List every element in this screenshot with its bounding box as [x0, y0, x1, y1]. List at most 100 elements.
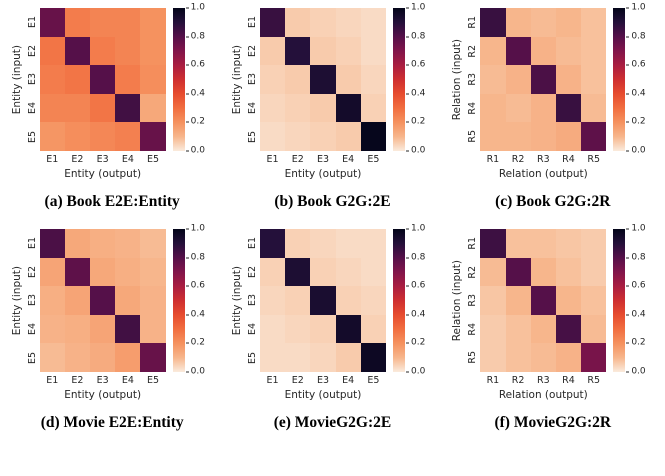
- y-tick-label: E5: [246, 130, 258, 143]
- heatmap-cell: [555, 36, 582, 66]
- colorbar-tick-mark: [405, 342, 409, 344]
- heatmap-cell: [140, 93, 166, 123]
- colorbar-tick-mark: [185, 371, 189, 373]
- colorbar: [172, 8, 185, 151]
- colorbar-tick-label: 1.0: [631, 2, 646, 13]
- colorbar-tick-mark: [626, 93, 630, 95]
- colorbar-tick: 0.2: [405, 338, 425, 348]
- heatmap-cell: [555, 122, 582, 151]
- colorbar-tick-mark: [626, 285, 630, 287]
- heatmap-cell: [581, 93, 607, 123]
- heatmap-cell: [285, 93, 311, 123]
- heatmap-cell: [285, 229, 311, 258]
- colorbar: [392, 229, 405, 372]
- x-tick-label: R1: [486, 375, 500, 386]
- colorbar-tick: 0.0: [626, 145, 646, 156]
- heatmap: [259, 8, 386, 151]
- y-tick-label: E3: [246, 73, 258, 86]
- colorbar-tick-mark: [405, 285, 409, 287]
- colorbar-tick-mark: [626, 342, 630, 344]
- heatmap-panel: Relation (input) R1 R2 R3 R4 R5 1.0 0.8 0.6 0.4…: [443, 224, 663, 432]
- heatmap-cell: [360, 257, 386, 287]
- heatmap-cell: [90, 286, 116, 315]
- y-axis-label: Entity (input): [9, 229, 25, 372]
- y-tick-label: E2: [26, 44, 38, 57]
- colorbar-tick: 1.0: [405, 224, 425, 234]
- colorbar-tick-labels: 1.0 0.8 0.6 0.4 0.2 0.0: [405, 224, 436, 376]
- x-tick-label: R3: [536, 375, 550, 386]
- heatmap-cell: [335, 229, 361, 258]
- heatmap-cell: [90, 65, 116, 94]
- heatmap-cell: [90, 122, 116, 151]
- y-tick-label: E3: [246, 294, 258, 307]
- x-tick-label: E2: [71, 375, 84, 386]
- y-tick-label: E3: [26, 73, 38, 86]
- heatmap-cell: [360, 343, 386, 372]
- colorbar-tick: 1.0: [405, 3, 425, 13]
- y-axis-label-text: Entity (input): [10, 44, 23, 115]
- panel-caption: (e) MovieG2G:2E: [273, 414, 392, 431]
- heatmap-cell: [360, 229, 386, 258]
- x-tick-label: E3: [96, 154, 109, 165]
- heatmap-cell: [505, 343, 531, 372]
- colorbar: [172, 229, 185, 372]
- heatmap-cell: [140, 65, 166, 94]
- panel-caption: (b) Book G2G:2E: [274, 193, 391, 210]
- heatmap-cell: [115, 93, 141, 123]
- colorbar-tick: 0.4: [185, 89, 205, 98]
- heatmap-cell: [335, 65, 361, 94]
- colorbar-tick: 0.2: [405, 117, 425, 127]
- heatmap-cell: [90, 314, 116, 344]
- heatmap: [480, 8, 607, 151]
- colorbar: [392, 8, 405, 151]
- heatmap-cell: [555, 229, 582, 258]
- heatmap-cell: [360, 65, 386, 94]
- colorbar-tick-label: 0.6: [631, 280, 646, 291]
- heatmap-cell: [505, 36, 531, 66]
- colorbar-wrap: [166, 8, 186, 151]
- colorbar-tick: 0.0: [405, 367, 425, 377]
- x-axis-label: Entity (output): [284, 389, 362, 401]
- heatmap-cell: [310, 343, 336, 372]
- y-tick-labels: E1 E2 E3 E4 E5: [25, 8, 40, 151]
- colorbar-tick-label: 0.4: [190, 309, 205, 320]
- heatmap-cell: [115, 314, 141, 344]
- y-tick-labels: E1 E2 E3 E4 E5: [25, 229, 40, 372]
- x-tick-label: E3: [96, 375, 109, 386]
- heatmap-cell: [115, 257, 141, 287]
- heatmap-cell: [115, 36, 141, 66]
- heatmap-cell: [480, 122, 506, 151]
- y-axis-label-text: Entity (input): [10, 265, 23, 336]
- heatmap-cell: [115, 122, 141, 151]
- colorbar-tick-mark: [626, 314, 630, 316]
- colorbar-tick: 0.6: [185, 280, 205, 291]
- heatmap-cell: [140, 8, 166, 37]
- heatmap-cell: [335, 286, 361, 315]
- y-tick-label: E5: [26, 351, 38, 364]
- y-tick-labels: R1 R2 R3 R4 R5: [465, 8, 480, 151]
- colorbar-tick-label: 0.8: [410, 252, 426, 263]
- heatmap-cell: [480, 257, 506, 287]
- x-tick-label: E2: [71, 154, 84, 165]
- heatmap-cell: [310, 229, 336, 258]
- colorbar-tick-label: 0.0: [631, 145, 646, 156]
- colorbar-tick-label: 0.6: [190, 280, 205, 291]
- colorbar-tick: 0.8: [405, 252, 426, 263]
- colorbar-tick-label: 0.6: [410, 59, 426, 70]
- heatmap-cell: [259, 229, 286, 258]
- heatmap-panel: Relation (input) R1 R2 R3 R4 R5 1.0 0.8 0.6 0.4…: [443, 3, 663, 211]
- colorbar-tick-label: 0.8: [631, 252, 646, 263]
- heatmap-cell: [505, 93, 531, 123]
- heatmap-cell: [335, 257, 361, 287]
- colorbar-tick-mark: [405, 228, 409, 230]
- colorbar-tick: 0.0: [626, 367, 646, 377]
- x-tick-label: E4: [342, 375, 355, 386]
- heatmap-cell: [39, 8, 65, 37]
- x-tick-label: R2: [511, 375, 525, 386]
- y-axis-label-text: Relation (input): [451, 38, 464, 121]
- x-tick-label: E1: [266, 375, 279, 386]
- colorbar-tick-label: 0.2: [190, 337, 205, 348]
- heatmap-cell: [39, 229, 65, 258]
- colorbar-tick: 1.0: [626, 2, 646, 13]
- heatmap-cell: [39, 93, 65, 123]
